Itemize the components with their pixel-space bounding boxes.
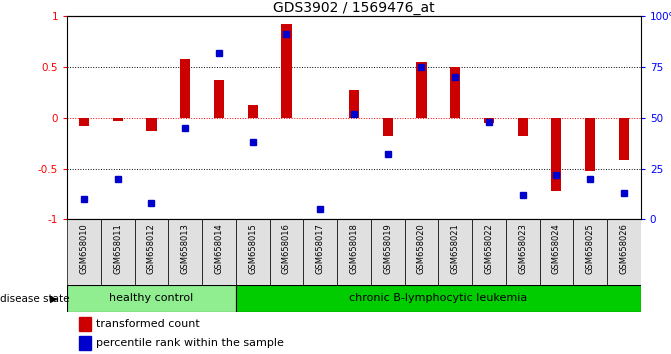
Bar [248, 105, 258, 118]
Bar [270, 219, 303, 285]
Text: GSM658017: GSM658017 [315, 223, 325, 274]
Bar [67, 285, 236, 312]
Text: transformed count: transformed count [96, 319, 199, 329]
Text: GSM658023: GSM658023 [518, 223, 527, 274]
Text: GSM658021: GSM658021 [451, 223, 460, 274]
Bar [349, 90, 359, 118]
Text: GSM658016: GSM658016 [282, 223, 291, 274]
Bar [337, 219, 371, 285]
Text: ▶: ▶ [50, 294, 57, 304]
Bar [67, 219, 101, 285]
Bar [135, 219, 168, 285]
Bar [573, 219, 607, 285]
Bar [506, 219, 539, 285]
Text: GSM658025: GSM658025 [586, 223, 595, 274]
Bar [472, 219, 506, 285]
Bar [202, 219, 236, 285]
Text: GSM658022: GSM658022 [484, 223, 493, 274]
Text: GSM658024: GSM658024 [552, 223, 561, 274]
Bar [607, 219, 641, 285]
Text: GSM658019: GSM658019 [383, 223, 393, 274]
Title: GDS3902 / 1569476_at: GDS3902 / 1569476_at [273, 1, 435, 15]
Bar [303, 219, 337, 285]
Text: GSM658010: GSM658010 [79, 223, 89, 274]
Text: GSM658026: GSM658026 [619, 223, 629, 274]
Bar [382, 118, 393, 136]
Bar [168, 219, 202, 285]
Bar [585, 118, 595, 171]
Bar [281, 24, 291, 118]
Bar [214, 80, 224, 118]
Bar [438, 219, 472, 285]
Bar [539, 219, 573, 285]
Bar [79, 317, 91, 331]
Bar [405, 219, 438, 285]
Bar [417, 62, 427, 118]
Text: disease state: disease state [0, 294, 70, 304]
Text: healthy control: healthy control [109, 293, 194, 303]
Bar [450, 67, 460, 118]
Bar [79, 336, 91, 350]
Text: GSM658020: GSM658020 [417, 223, 426, 274]
Text: GSM658018: GSM658018 [350, 223, 358, 274]
Bar [619, 118, 629, 160]
Bar [180, 59, 191, 118]
Text: GSM658012: GSM658012 [147, 223, 156, 274]
Bar [79, 118, 89, 126]
Bar [236, 219, 270, 285]
Bar [484, 118, 494, 123]
Bar [552, 118, 562, 191]
Bar [371, 219, 405, 285]
Bar [101, 219, 135, 285]
Text: GSM658013: GSM658013 [180, 223, 190, 274]
Bar [517, 118, 528, 136]
Text: GSM658011: GSM658011 [113, 223, 122, 274]
Text: percentile rank within the sample: percentile rank within the sample [96, 338, 284, 348]
Bar [113, 118, 123, 121]
Bar [146, 118, 156, 131]
Text: GSM658014: GSM658014 [215, 223, 223, 274]
Text: GSM658015: GSM658015 [248, 223, 257, 274]
Bar [236, 285, 641, 312]
Text: chronic B-lymphocytic leukemia: chronic B-lymphocytic leukemia [349, 293, 527, 303]
